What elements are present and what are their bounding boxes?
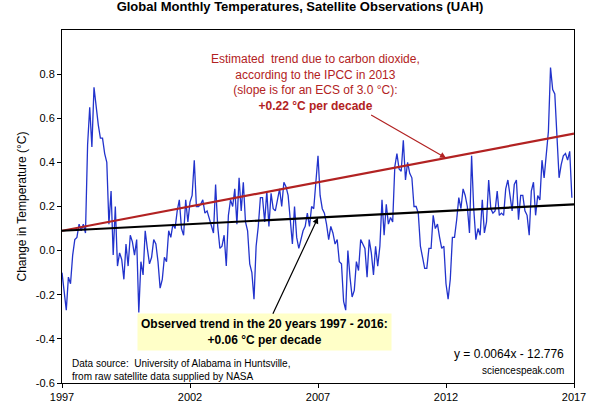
svg-text:0.6: 0.6 [40,112,55,124]
svg-text:y = 0.0064x - 12.776: y = 0.0064x - 12.776 [454,347,564,361]
svg-text:2012: 2012 [434,391,458,403]
svg-text:1997: 1997 [50,391,74,403]
svg-text:sciencespeak.com: sciencespeak.com [482,365,564,376]
svg-text:Global Monthly Temperatures, S: Global Monthly Temperatures, Satellite O… [117,0,484,14]
svg-text:2007: 2007 [306,391,330,403]
svg-text:0.4: 0.4 [40,156,55,168]
svg-text:Estimated trend due to carbon: Estimated trend due to carbon dioxide,ac… [211,52,420,113]
svg-text:-0.2: -0.2 [36,289,55,301]
svg-text:Data source: University of Al: Data source: University of Alabama in Hu… [72,358,290,382]
svg-text:-0.6: -0.6 [36,377,55,389]
svg-text:0.2: 0.2 [40,200,55,212]
svg-text:0.0: 0.0 [40,244,55,256]
svg-text:2002: 2002 [178,391,202,403]
svg-text:Change in Temperature (°C): Change in Temperature (°C) [15,132,29,282]
svg-text:Observed trend in the 20 years: Observed trend in the 20 years 1997 - 20… [141,317,388,347]
svg-text:2017: 2017 [562,391,586,403]
svg-text:0.8: 0.8 [40,68,55,80]
svg-text:-0.4: -0.4 [36,333,55,345]
